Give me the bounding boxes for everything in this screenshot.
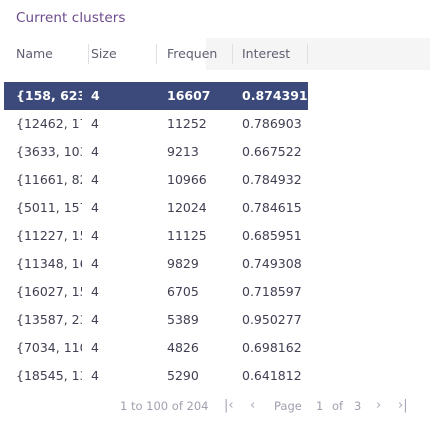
cell-name: {7034, 1106 (16, 340, 82, 355)
table-row[interactable]: {11661, 822 4 10966 0.784932 (4, 166, 430, 194)
table-row[interactable]: {12462, 173 4 11252 0.786903 (4, 110, 430, 138)
cell-interest: 0.950277 (242, 312, 302, 327)
cell-interest: 0.749308 (242, 256, 302, 271)
cell-size: 4 (91, 368, 99, 383)
table-row-selected[interactable]: {158, 6233, 4 16607 0.874391 (4, 82, 308, 110)
cell-interest: 0.784932 (242, 172, 302, 187)
cell-size: 4 (91, 200, 99, 215)
cell-size: 4 (91, 228, 99, 243)
header-highlight (206, 38, 430, 70)
column-resizer[interactable] (88, 44, 89, 64)
cell-name: {16027, 154 (16, 284, 82, 299)
of-label: of (332, 399, 344, 413)
cell-name: {13587, 23, (16, 312, 82, 327)
cell-size: 4 (91, 116, 99, 131)
cell-frequency: 11125 (167, 228, 207, 243)
cell-name: {18545, 13( (16, 368, 82, 383)
cell-interest: 0.641812 (242, 368, 302, 383)
cell-interest: 0.685951 (242, 228, 302, 243)
column-resizer[interactable] (156, 44, 157, 64)
cell-name: {11227, 156: (16, 228, 82, 243)
cell-frequency: 11252 (167, 116, 207, 131)
cell-size: 4 (91, 312, 99, 327)
column-resizer[interactable] (307, 44, 308, 64)
table-header: Name Size Frequen Interest (4, 38, 430, 70)
cell-frequency: 4826 (167, 340, 199, 355)
cell-name: {5011, 1575 (16, 200, 82, 215)
cell-interest: 0.786903 (242, 116, 302, 131)
cell-size: 4 (91, 88, 100, 103)
cell-frequency: 12024 (167, 200, 207, 215)
cell-size: 4 (91, 284, 99, 299)
cell-size: 4 (91, 172, 99, 187)
table-row[interactable]: {13587, 23, 4 5389 0.950277 (4, 306, 430, 334)
next-page-icon[interactable]: › (376, 398, 382, 413)
cell-name: {11661, 822 (16, 172, 82, 187)
column-header-name[interactable]: Name (16, 46, 53, 61)
table-row[interactable]: {7034, 1106 4 4826 0.698162 (4, 334, 430, 362)
cell-interest: 0.698162 (242, 340, 302, 355)
page-label: Page (274, 399, 302, 413)
previous-page-icon[interactable]: ‹ (250, 398, 256, 413)
cell-frequency: 9213 (167, 144, 199, 159)
current-page-number: 1 (316, 399, 324, 413)
cell-frequency: 9829 (167, 256, 199, 271)
cell-interest: 0.874391 (242, 88, 308, 103)
cell-interest: 0.718597 (242, 284, 302, 299)
cell-name: {158, 6233, (16, 88, 82, 103)
column-header-interest[interactable]: Interest (242, 46, 291, 61)
cell-size: 4 (91, 144, 99, 159)
cell-size: 4 (91, 256, 99, 271)
table-row[interactable]: {16027, 154 4 6705 0.718597 (4, 278, 430, 306)
column-header-size[interactable]: Size (91, 46, 117, 61)
column-header-frequency[interactable]: Frequen (167, 46, 218, 61)
table-row[interactable]: {11227, 156: 4 11125 0.685951 (4, 222, 430, 250)
table-row[interactable]: {18545, 13( 4 5290 0.641812 (4, 362, 430, 390)
column-resizer[interactable] (232, 44, 233, 64)
first-page-icon[interactable]: |‹ (224, 398, 234, 413)
cell-size: 4 (91, 340, 99, 355)
total-pages: 3 (354, 399, 362, 413)
cell-frequency: 10966 (167, 172, 207, 187)
table-body: {158, 6233, 4 16607 0.874391 {12462, 173… (4, 82, 430, 390)
last-page-icon[interactable]: ›| (398, 398, 408, 413)
panel-title: Current clusters (16, 10, 126, 26)
cell-frequency: 5290 (167, 368, 199, 383)
cell-frequency: 5389 (167, 312, 199, 327)
cell-name: {11348, 1618 (16, 256, 82, 271)
cell-name: {12462, 173 (16, 116, 82, 131)
table-row[interactable]: {11348, 1618 4 9829 0.749308 (4, 250, 430, 278)
cell-frequency: 6705 (167, 284, 199, 299)
table-row[interactable]: {3633, 103: 4 9213 0.667522 (4, 138, 430, 166)
table-row[interactable]: {5011, 1575 4 12024 0.784615 (4, 194, 430, 222)
cell-interest: 0.784615 (242, 200, 302, 215)
cell-name: {3633, 103: (16, 144, 82, 159)
cell-interest: 0.667522 (242, 144, 302, 159)
cell-frequency: 16607 (167, 88, 211, 103)
clusters-table: Name Size Frequen Interest {158, 6233, 4… (4, 38, 430, 383)
pagination-range: 1 to 100 of 204 (120, 399, 209, 413)
